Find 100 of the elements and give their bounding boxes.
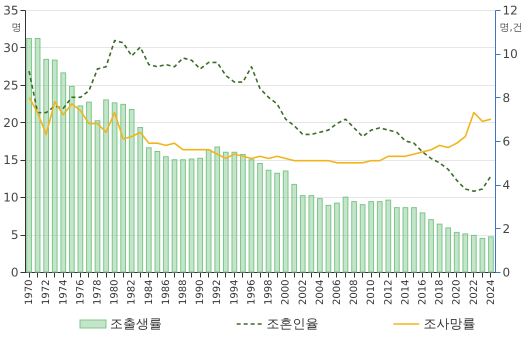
x-tick-label: 1994 (229, 280, 240, 305)
bar (172, 159, 178, 272)
bar (334, 202, 340, 272)
bar (257, 162, 263, 272)
bar (300, 195, 306, 272)
bar (411, 207, 417, 272)
bar (206, 149, 212, 272)
bar (326, 204, 332, 272)
bar (222, 152, 229, 272)
legend-label: 조출생률 (110, 317, 162, 332)
x-tick-label: 2012 (383, 280, 394, 305)
bar (188, 158, 194, 272)
bar (231, 152, 238, 272)
bar (368, 201, 374, 272)
x-tick-label: 2024 (486, 280, 497, 305)
bar (94, 120, 100, 272)
bar (120, 104, 126, 272)
y2-tick-label: 8 (502, 90, 510, 105)
bar (428, 219, 434, 272)
bar (34, 38, 40, 272)
x-tick-label: 1974 (58, 280, 70, 305)
y2-tick-label: 12 (502, 4, 518, 18)
x-tick-label: 1986 (160, 280, 172, 305)
bar (112, 102, 118, 272)
x-tick-label: 1972 (41, 280, 52, 305)
x-tick-label: 2002 (298, 280, 309, 305)
bar (317, 198, 323, 272)
x-tick-label: 1988 (178, 280, 190, 305)
bar (420, 212, 426, 272)
bar (462, 233, 468, 272)
bar (291, 184, 298, 272)
y2-tick-label: 4 (502, 178, 510, 192)
bar (52, 60, 58, 272)
x-tick-label: 2014 (400, 280, 412, 305)
y2-tick-label: 0 (502, 266, 510, 280)
line-series (28, 40, 492, 192)
y-tick-label: 20 (3, 116, 18, 130)
y-tick-label: 30 (3, 40, 18, 55)
bar (308, 195, 314, 272)
y-tick-label: 5 (10, 228, 18, 242)
x-tick-label: 2018 (434, 280, 446, 305)
bar (248, 159, 254, 272)
bar (488, 236, 494, 272)
bar (214, 146, 220, 272)
bar (60, 72, 66, 272)
bar (470, 234, 477, 272)
bar (154, 150, 160, 272)
y-tick-label: 0 (10, 266, 18, 280)
y2-axis-title: 명,건 (500, 22, 523, 34)
bar (360, 204, 366, 272)
line-series (28, 96, 492, 164)
x-tick-label: 2008 (349, 280, 360, 305)
x-tick-label: 1982 (126, 280, 138, 305)
bar (480, 238, 486, 272)
x-tick-label: 2010 (366, 280, 378, 305)
x-tick-label: 2006 (332, 280, 343, 305)
bar (445, 227, 452, 272)
y2-tick-label: 10 (502, 47, 518, 62)
legend-label: 조사망률 (423, 317, 476, 332)
bar (137, 127, 144, 272)
y2-tick-label: 6 (502, 134, 510, 148)
x-tick-label: 1992 (212, 280, 224, 305)
y-tick-label: 10 (3, 190, 18, 205)
x-tick-label: 2000 (280, 280, 292, 305)
bar (282, 170, 289, 272)
bar (68, 86, 75, 272)
y-tick-label: 25 (3, 78, 18, 92)
bar (376, 201, 383, 272)
x-tick-label: 2004 (314, 280, 326, 305)
bar (394, 207, 400, 272)
bar (103, 99, 109, 272)
y2-tick-label: 2 (502, 222, 510, 236)
bar (385, 200, 392, 272)
x-tick-label: 1976 (75, 280, 86, 305)
bar (180, 159, 186, 272)
bar (266, 170, 272, 272)
y-axis-title: 명 (12, 22, 22, 34)
bar (454, 232, 460, 272)
bar (240, 154, 246, 272)
bar (197, 158, 203, 272)
y-tick-label: 15 (3, 153, 18, 168)
bar (128, 109, 135, 272)
x-tick-label: 1970 (24, 280, 36, 305)
x-tick-label: 1998 (264, 280, 275, 305)
bar (146, 147, 152, 272)
x-tick-label: 1996 (246, 280, 258, 305)
bar (78, 105, 84, 272)
x-tick-label: 1980 (110, 280, 121, 305)
bar (26, 38, 32, 272)
bar (342, 196, 348, 272)
x-tick-label: 2020 (452, 280, 463, 305)
x-tick-label: 1984 (144, 280, 155, 305)
bar (436, 224, 442, 272)
bar (351, 201, 357, 272)
x-tick-label: 2016 (418, 280, 429, 305)
x-tick-label: 1990 (195, 280, 206, 305)
bar (402, 207, 408, 272)
y-tick-label: 35 (3, 4, 18, 18)
x-tick-label: 1978 (92, 280, 104, 305)
bar (43, 58, 50, 272)
